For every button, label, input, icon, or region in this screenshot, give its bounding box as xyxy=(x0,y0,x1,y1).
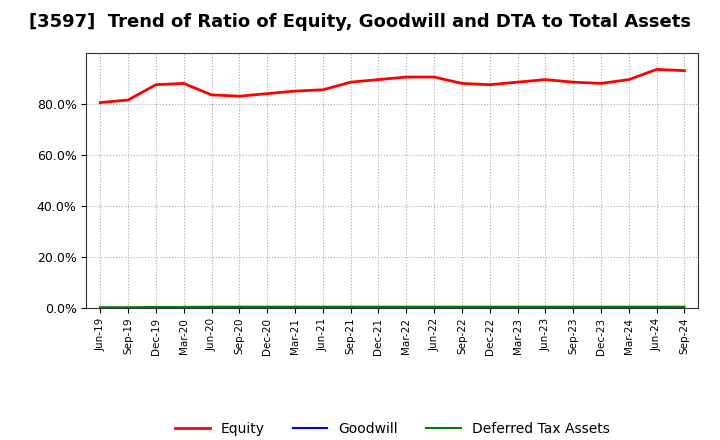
Equity xyxy=(374,77,383,82)
Deferred Tax Assets xyxy=(597,304,606,309)
Equity xyxy=(291,88,300,94)
Goodwill xyxy=(179,305,188,311)
Goodwill xyxy=(346,305,355,311)
Deferred Tax Assets xyxy=(541,304,550,309)
Deferred Tax Assets xyxy=(179,304,188,310)
Goodwill xyxy=(402,305,410,311)
Goodwill xyxy=(96,305,104,311)
Deferred Tax Assets xyxy=(346,304,355,309)
Goodwill xyxy=(124,305,132,311)
Equity xyxy=(235,94,243,99)
Line: Equity: Equity xyxy=(100,70,685,103)
Goodwill xyxy=(624,305,633,311)
Equity xyxy=(680,68,689,73)
Equity xyxy=(346,80,355,85)
Legend: Equity, Goodwill, Deferred Tax Assets: Equity, Goodwill, Deferred Tax Assets xyxy=(170,416,615,440)
Equity xyxy=(652,67,661,72)
Goodwill xyxy=(652,305,661,311)
Equity xyxy=(263,91,271,96)
Equity xyxy=(179,81,188,86)
Text: [3597]  Trend of Ratio of Equity, Goodwill and DTA to Total Assets: [3597] Trend of Ratio of Equity, Goodwil… xyxy=(29,13,691,31)
Goodwill xyxy=(569,305,577,311)
Goodwill xyxy=(597,305,606,311)
Goodwill xyxy=(318,305,327,311)
Goodwill xyxy=(207,305,216,311)
Goodwill xyxy=(485,305,494,311)
Deferred Tax Assets xyxy=(96,304,104,310)
Deferred Tax Assets xyxy=(235,304,243,309)
Deferred Tax Assets xyxy=(680,304,689,309)
Goodwill xyxy=(430,305,438,311)
Deferred Tax Assets xyxy=(569,304,577,309)
Deferred Tax Assets xyxy=(430,304,438,309)
Deferred Tax Assets xyxy=(124,304,132,310)
Equity xyxy=(513,80,522,85)
Deferred Tax Assets xyxy=(402,304,410,309)
Deferred Tax Assets xyxy=(652,304,661,309)
Equity xyxy=(124,97,132,103)
Equity xyxy=(485,82,494,87)
Goodwill xyxy=(541,305,550,311)
Deferred Tax Assets xyxy=(458,304,467,309)
Deferred Tax Assets xyxy=(263,304,271,309)
Deferred Tax Assets xyxy=(485,304,494,309)
Deferred Tax Assets xyxy=(318,304,327,309)
Equity xyxy=(541,77,550,82)
Equity xyxy=(207,92,216,98)
Equity xyxy=(569,80,577,85)
Deferred Tax Assets xyxy=(624,304,633,309)
Goodwill xyxy=(152,305,161,311)
Goodwill xyxy=(458,305,467,311)
Goodwill xyxy=(680,305,689,311)
Goodwill xyxy=(235,305,243,311)
Equity xyxy=(458,81,467,86)
Equity xyxy=(318,87,327,92)
Goodwill xyxy=(374,305,383,311)
Deferred Tax Assets xyxy=(291,304,300,309)
Goodwill xyxy=(291,305,300,311)
Equity xyxy=(96,100,104,105)
Deferred Tax Assets xyxy=(152,304,161,310)
Goodwill xyxy=(513,305,522,311)
Equity xyxy=(597,81,606,86)
Equity xyxy=(152,82,161,87)
Deferred Tax Assets xyxy=(207,304,216,309)
Equity xyxy=(430,74,438,80)
Equity xyxy=(624,77,633,82)
Equity xyxy=(402,74,410,80)
Deferred Tax Assets xyxy=(513,304,522,309)
Goodwill xyxy=(263,305,271,311)
Deferred Tax Assets xyxy=(374,304,383,309)
